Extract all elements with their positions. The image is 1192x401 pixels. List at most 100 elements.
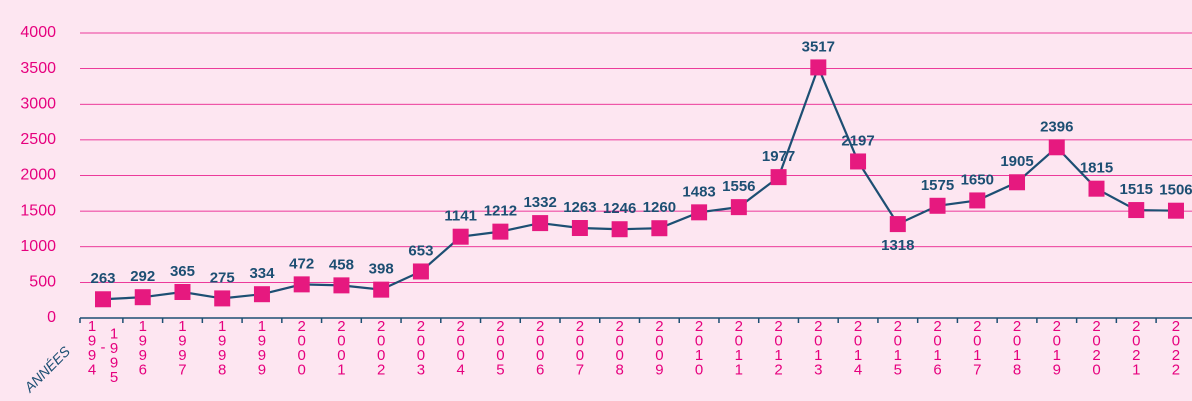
label-char: 0	[337, 332, 345, 349]
marker	[412, 263, 429, 280]
label-char: 0	[655, 347, 663, 364]
label-char: 0	[417, 347, 425, 364]
label-char: 0	[1053, 332, 1061, 349]
y-tick-label: 1500	[20, 202, 56, 219]
marker	[452, 228, 469, 245]
label-char: 9	[88, 347, 96, 364]
label-char: 0	[695, 332, 703, 349]
label-char: 1	[695, 347, 703, 364]
label-char: 5	[110, 369, 118, 386]
label-char: 2	[337, 318, 345, 335]
label-char: 2	[774, 318, 782, 335]
y-tick-label: 3000	[20, 95, 56, 112]
label-char: 2	[536, 318, 544, 335]
data-label: 1977	[762, 148, 795, 165]
label-char: 1	[1132, 361, 1140, 378]
label-char: 2	[377, 318, 385, 335]
label-char: 2	[655, 318, 663, 335]
label-char: 0	[1092, 361, 1100, 378]
marker	[174, 283, 191, 300]
label-char: 1	[337, 361, 345, 378]
label-char: 0	[973, 332, 981, 349]
label-char: 9	[655, 361, 663, 378]
marker	[492, 223, 509, 240]
label-char: 9	[110, 354, 118, 371]
label-char: 2	[735, 318, 743, 335]
label-char: 1	[88, 318, 96, 335]
label-char: 2	[854, 318, 862, 335]
label-char: 1	[258, 318, 266, 335]
label-char: 1	[139, 318, 147, 335]
marker	[1048, 139, 1065, 156]
data-label: 458	[329, 256, 354, 273]
label-char: 0	[456, 347, 464, 364]
label-char: 1	[735, 347, 743, 364]
label-char: 0	[496, 347, 504, 364]
label-char: 0	[456, 332, 464, 349]
marker	[850, 153, 867, 170]
data-label: 1246	[603, 200, 636, 217]
label-char: 1	[110, 325, 118, 342]
label-char: 2	[496, 318, 504, 335]
label-char: 2	[695, 318, 703, 335]
y-tick-label: 3500	[20, 60, 56, 77]
data-label: 365	[170, 263, 195, 280]
label-char: 0	[377, 347, 385, 364]
marker	[532, 215, 549, 232]
label-char: 0	[774, 332, 782, 349]
label-char: 0	[496, 332, 504, 349]
marker	[770, 169, 787, 186]
marker	[889, 216, 906, 233]
label-char: 0	[377, 332, 385, 349]
marker	[1167, 202, 1184, 219]
marker	[253, 286, 270, 303]
label-char: 0	[1172, 332, 1180, 349]
label-char: 1	[735, 361, 743, 378]
label-char: 2	[456, 318, 464, 335]
data-label: 1506	[1159, 182, 1192, 199]
marker	[1128, 202, 1145, 219]
label-char: 0	[1013, 332, 1021, 349]
label-char: 0	[894, 332, 902, 349]
data-label: 1263	[563, 199, 596, 216]
label-char: 9	[139, 332, 147, 349]
label-char: 1	[854, 347, 862, 364]
label-char: 0	[735, 332, 743, 349]
data-label: 1332	[523, 194, 556, 211]
marker	[134, 289, 151, 306]
label-char: 0	[536, 332, 544, 349]
marker	[293, 276, 310, 293]
label-char: 0	[1092, 332, 1100, 349]
marker	[929, 197, 946, 214]
data-label: 1212	[484, 203, 517, 220]
label-char: 0	[655, 332, 663, 349]
label-char: 0	[576, 347, 584, 364]
label-char: 8	[1013, 361, 1021, 378]
label-char: 0	[695, 361, 703, 378]
label-char: 2	[1132, 347, 1140, 364]
label-char: 1	[894, 347, 902, 364]
label-char: 0	[615, 332, 623, 349]
label-char: 1	[218, 318, 226, 335]
marker	[571, 220, 588, 237]
label-char: 4	[854, 361, 862, 378]
y-tick-label: 0	[47, 309, 56, 326]
data-label: 1260	[643, 199, 676, 216]
marker	[730, 199, 747, 216]
data-label: 334	[249, 265, 275, 282]
label-char: 7	[576, 361, 584, 378]
data-label: 1575	[921, 177, 954, 194]
